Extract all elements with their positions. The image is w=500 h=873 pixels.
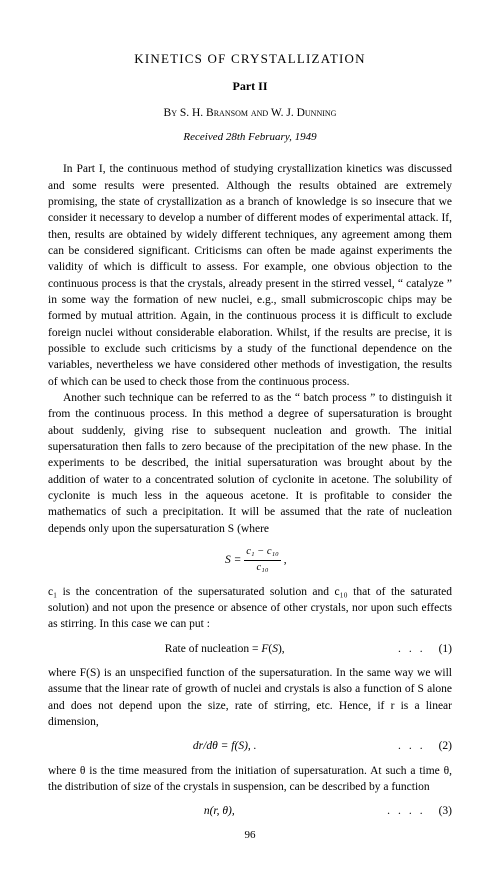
equation-1: Rate of nucleation = F(S), ... (1) — [48, 641, 452, 657]
eq-dots-3: .... — [379, 803, 439, 819]
authors: By S. H. Bransom and W. J. Dunning — [48, 105, 452, 121]
paragraph-4: where F(S) is an unspecified function of… — [48, 665, 452, 730]
paragraph-1: In Part I, the continuous method of stud… — [48, 161, 452, 390]
eq-2-number: (2) — [439, 738, 452, 754]
paragraph-5: where θ is the time measured from the in… — [48, 763, 452, 796]
equation-2: dr/dθ = f(S), . ... (2) — [48, 738, 452, 754]
eq-S-denominator: c₁₀ — [244, 561, 281, 576]
paragraph-2: Another such technique can be referred t… — [48, 390, 452, 537]
eq-S-fraction: c₁ − c₁₀ c₁₀ — [244, 545, 281, 576]
received-date: Received 28th February, 1949 — [48, 130, 452, 146]
eq-S-tail: , — [284, 554, 287, 566]
eq-S-numerator: c₁ − c₁₀ — [244, 545, 281, 561]
eq-dots: ... — [390, 641, 439, 657]
eq-S-lhs: S = — [225, 554, 241, 566]
part-label: Part II — [48, 78, 452, 95]
eq-3-number: (3) — [439, 803, 452, 819]
paragraph-3: c₁ is the concentration of the supersatu… — [48, 584, 452, 633]
equation-S: S = c₁ − c₁₀ c₁₀ , — [48, 545, 452, 576]
equation-3: n(r, θ), .... (3) — [48, 803, 452, 819]
eq-dots-2: ... — [390, 738, 439, 754]
eq-1-number: (1) — [439, 641, 452, 657]
page: KINETICS OF CRYSTALLIZATION Part II By S… — [0, 0, 500, 873]
paper-title: KINETICS OF CRYSTALLIZATION — [48, 50, 452, 68]
page-number: 96 — [48, 828, 452, 844]
